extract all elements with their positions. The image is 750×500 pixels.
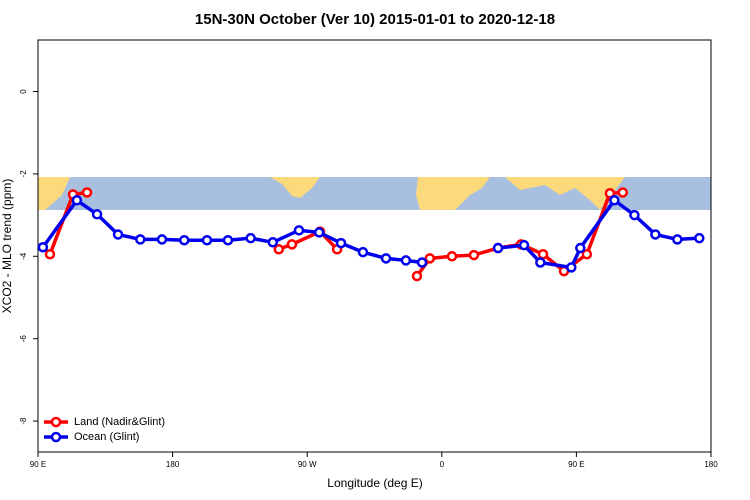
point bbox=[629, 209, 640, 221]
chart-title: 15N-30N October (Ver 10) 2015-01-01 to 2… bbox=[195, 11, 555, 28]
point bbox=[492, 242, 504, 254]
map-band bbox=[38, 177, 711, 210]
legend-marker bbox=[50, 431, 62, 443]
point bbox=[335, 237, 347, 249]
series-line bbox=[41, 198, 700, 270]
point bbox=[609, 195, 620, 206]
land bbox=[505, 177, 625, 210]
point bbox=[44, 248, 56, 260]
point bbox=[156, 234, 168, 245]
point bbox=[518, 239, 530, 251]
point bbox=[694, 232, 705, 244]
point bbox=[400, 255, 412, 266]
point bbox=[581, 248, 593, 260]
point bbox=[424, 253, 436, 264]
point bbox=[604, 188, 616, 199]
point bbox=[357, 246, 369, 258]
point bbox=[411, 270, 423, 282]
land bbox=[416, 177, 490, 210]
x-tick-label: 90 W bbox=[298, 460, 317, 469]
point bbox=[222, 234, 234, 246]
y-tick-label: -2 bbox=[19, 170, 28, 178]
point bbox=[273, 244, 285, 255]
point bbox=[179, 234, 190, 246]
point bbox=[313, 227, 325, 238]
legend-label: Land (Nadir&Glint) bbox=[74, 416, 165, 428]
legend-marker bbox=[50, 416, 62, 428]
point bbox=[286, 239, 298, 250]
point bbox=[617, 187, 629, 198]
x-tick-label: 0 bbox=[440, 460, 445, 469]
point bbox=[201, 234, 213, 246]
point bbox=[446, 251, 458, 262]
legend-label: Ocean (Glint) bbox=[74, 431, 139, 443]
point bbox=[535, 257, 546, 268]
point bbox=[267, 237, 279, 248]
plot-frame bbox=[37, 39, 712, 453]
point bbox=[380, 253, 392, 264]
point bbox=[416, 257, 428, 268]
x-tick-label: 180 bbox=[704, 460, 718, 469]
y-tick-label: -8 bbox=[19, 417, 28, 425]
point bbox=[575, 242, 586, 254]
x-tick-label: 90 E bbox=[30, 460, 46, 469]
y-tick-label: 0 bbox=[19, 89, 28, 94]
y-tick-label: -4 bbox=[19, 252, 28, 260]
point bbox=[672, 234, 683, 245]
x-tick-label: 90 E bbox=[568, 460, 584, 469]
point bbox=[650, 229, 661, 240]
y-tick-label: -6 bbox=[19, 335, 28, 343]
land bbox=[38, 177, 70, 210]
point bbox=[71, 195, 83, 206]
point bbox=[468, 249, 480, 261]
x-axis-label: Longitude (deg E) bbox=[327, 476, 422, 490]
land bbox=[270, 177, 320, 198]
point bbox=[81, 187, 93, 198]
x-tick-label: 180 bbox=[166, 460, 180, 469]
point bbox=[293, 225, 305, 236]
point bbox=[245, 232, 256, 244]
point bbox=[566, 262, 577, 273]
point bbox=[537, 248, 549, 260]
point bbox=[91, 209, 103, 220]
point bbox=[112, 229, 124, 240]
point bbox=[135, 234, 146, 245]
point bbox=[37, 241, 49, 253]
y-axis-label: XCO2 - MLO trend (ppm) bbox=[0, 179, 14, 314]
